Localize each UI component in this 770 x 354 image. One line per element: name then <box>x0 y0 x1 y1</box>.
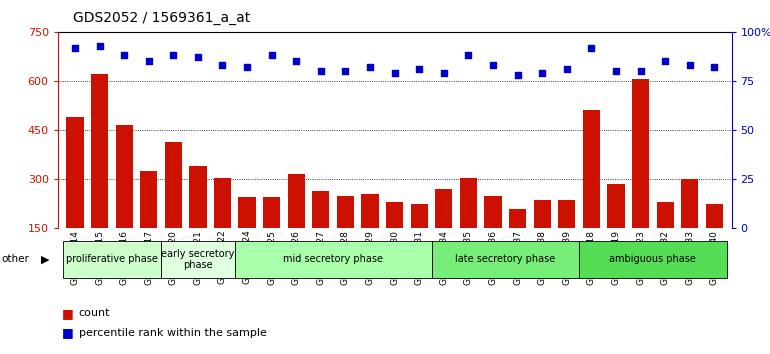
Text: ▶: ▶ <box>41 254 49 264</box>
Text: late secretory phase: late secretory phase <box>455 254 555 264</box>
Point <box>437 70 450 76</box>
Point <box>634 68 647 74</box>
Bar <box>705 204 723 278</box>
Bar <box>313 191 330 278</box>
Bar <box>608 184 624 278</box>
Point <box>487 62 499 68</box>
Point <box>659 58 671 64</box>
Bar <box>361 194 379 278</box>
Point <box>216 62 229 68</box>
Bar <box>534 200 551 278</box>
Text: mid secretory phase: mid secretory phase <box>283 254 383 264</box>
Bar <box>62 241 161 278</box>
Bar <box>116 125 132 278</box>
Point <box>684 62 696 68</box>
Bar <box>410 204 428 278</box>
Point <box>192 55 204 60</box>
Point <box>315 68 327 74</box>
Bar <box>657 202 674 278</box>
Bar <box>632 79 649 278</box>
Point <box>290 58 303 64</box>
Point <box>388 70 400 76</box>
Bar <box>681 179 698 278</box>
Text: ■: ■ <box>62 326 73 339</box>
Point <box>142 58 155 64</box>
Bar <box>460 178 477 278</box>
Point <box>364 64 377 70</box>
Text: proliferative phase: proliferative phase <box>66 254 158 264</box>
Text: ambiguous phase: ambiguous phase <box>609 254 696 264</box>
Bar <box>288 174 305 278</box>
Point <box>511 72 524 78</box>
Bar <box>235 241 431 278</box>
Text: GDS2052 / 1569361_a_at: GDS2052 / 1569361_a_at <box>73 11 250 25</box>
Point <box>266 53 278 58</box>
Bar <box>161 241 235 278</box>
Point <box>708 64 721 70</box>
Bar <box>239 197 256 278</box>
Point <box>93 43 105 48</box>
Point <box>340 68 352 74</box>
Bar <box>579 241 727 278</box>
Bar <box>140 171 157 278</box>
Bar <box>263 197 280 278</box>
Bar <box>165 142 182 278</box>
Point <box>585 45 598 50</box>
Bar <box>386 202 403 278</box>
Bar <box>214 178 231 278</box>
Bar <box>431 241 579 278</box>
Bar <box>509 209 526 278</box>
Text: percentile rank within the sample: percentile rank within the sample <box>79 328 266 338</box>
Point <box>561 66 573 72</box>
Text: early secretory
phase: early secretory phase <box>161 249 235 270</box>
Point <box>536 70 548 76</box>
Point <box>167 53 179 58</box>
Point <box>118 53 130 58</box>
Text: other: other <box>2 254 29 264</box>
Bar <box>189 166 206 278</box>
Point <box>610 68 622 74</box>
Text: count: count <box>79 308 110 318</box>
Text: ■: ■ <box>62 307 73 320</box>
Bar <box>336 195 354 278</box>
Point <box>413 66 425 72</box>
Bar <box>91 74 108 278</box>
Bar <box>583 110 600 278</box>
Point <box>241 64 253 70</box>
Point <box>462 53 474 58</box>
Point <box>69 45 81 50</box>
Bar <box>558 200 575 278</box>
Bar <box>66 117 84 278</box>
Bar <box>484 195 501 278</box>
Bar <box>435 189 453 278</box>
